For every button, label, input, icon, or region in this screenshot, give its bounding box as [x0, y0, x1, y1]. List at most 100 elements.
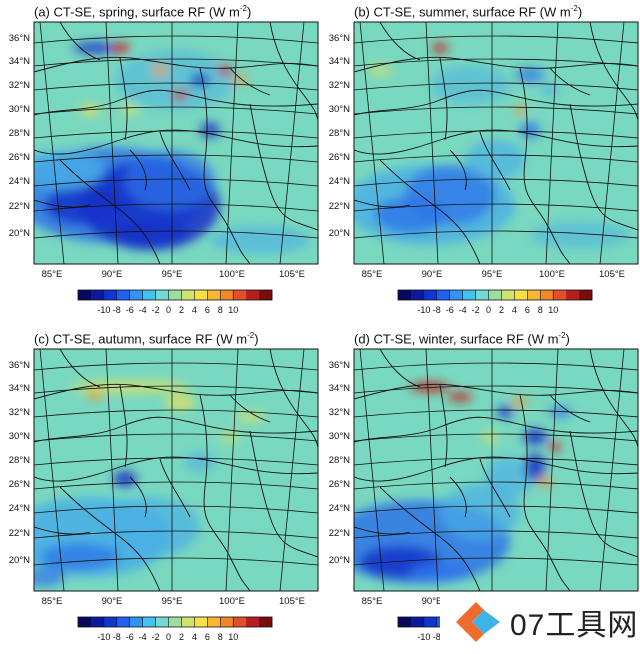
- longitude-label: 95°E: [162, 596, 183, 607]
- rf-anomaly: [217, 65, 233, 75]
- rf-anomaly: [540, 84, 560, 96]
- border-line: [59, 349, 101, 388]
- longitude-line: [39, 22, 65, 264]
- graticule: [354, 349, 638, 591]
- longitude-label: 100°E: [219, 596, 245, 607]
- border-line: [199, 394, 251, 591]
- border-line: [354, 129, 638, 155]
- latitude-label: 26°N: [329, 479, 350, 490]
- rf-anomaly: [525, 453, 545, 481]
- colorbar-swatch: [90, 617, 105, 627]
- border-line: [479, 458, 511, 518]
- longitude-line: [225, 349, 239, 591]
- colorbar-tick-label: -8: [433, 305, 441, 315]
- longitude-line: [599, 349, 625, 591]
- rf-anomaly: [122, 105, 138, 115]
- border-line: [519, 394, 571, 591]
- colorbar-tick-label: 4: [192, 632, 197, 642]
- colorbar-tick-label: 6: [205, 632, 210, 642]
- colorbar-tick-label: -2: [152, 305, 160, 315]
- colorbar-frame: [77, 616, 273, 628]
- colorbar-tick-label: -6: [446, 305, 454, 315]
- latitude-label: 22°N: [329, 201, 350, 212]
- colorbar-tick-label: 10: [228, 632, 238, 642]
- latitude-label: 20°N: [329, 555, 350, 566]
- latitude-line: [34, 481, 318, 490]
- colorbar-tick-label: 2: [499, 305, 504, 315]
- colorbar-tick-label: 2: [179, 632, 184, 642]
- latitude-line: [34, 35, 318, 44]
- rf-field: [354, 382, 572, 584]
- longitude-line: [359, 22, 385, 264]
- rf-field: [34, 381, 265, 587]
- longitude-line: [279, 349, 305, 591]
- border-line: [549, 67, 591, 96]
- border-line: [34, 416, 318, 443]
- rf-anomaly: [523, 429, 547, 445]
- border-line: [34, 129, 318, 155]
- latitude-line: [354, 505, 638, 514]
- panel-c: (c) CT-SE, autumn, surface RF (W m-2) 36…: [0, 327, 320, 654]
- rf-anomaly: [113, 471, 137, 487]
- latitude-line: [354, 481, 638, 490]
- colorbar-tick-label: 8: [218, 632, 223, 642]
- country-borders: [34, 22, 318, 264]
- latitude-line: [354, 82, 638, 91]
- border-line: [119, 57, 128, 141]
- border-line: [449, 149, 467, 191]
- longitude-label: 100°E: [219, 269, 245, 280]
- latitude-line: [354, 130, 638, 139]
- latitude-label: 34°N: [329, 383, 350, 394]
- border-line: [59, 22, 101, 61]
- latitude-line: [354, 457, 638, 466]
- latitude-label: 28°N: [9, 455, 30, 466]
- latitude-label: 26°N: [9, 152, 30, 163]
- map-spring: 36°N 34°N 32°N 30°N 28°N 26°N 24°N 22°N 20°N 85°E…: [9, 21, 319, 315]
- colorbar-tick-label: -10: [97, 632, 110, 642]
- rf-anomaly: [110, 220, 190, 250]
- latitude-label: 32°N: [9, 407, 30, 418]
- border-line: [549, 394, 591, 423]
- colorbar-swatch: [207, 290, 221, 300]
- border-line: [449, 476, 467, 518]
- latitude-label: 34°N: [9, 383, 30, 394]
- map-summer: 36°N 34°N 32°N 30°N 28°N 26°N 24°N 22°N 20°N 85°E…: [329, 21, 639, 315]
- colorbar-tick-label: -4: [139, 305, 147, 315]
- colorbar-tick-label: 0: [486, 305, 491, 315]
- colorbar-tick-label: -2: [472, 305, 480, 315]
- colorbar-tick-label: -8: [113, 632, 121, 642]
- rf-anomaly: [375, 197, 445, 233]
- map-frame: [33, 348, 319, 592]
- latitude-line: [354, 433, 638, 442]
- latitude-line: [34, 230, 318, 239]
- watermark-text: 07工具网: [510, 609, 639, 642]
- border-line: [34, 89, 318, 116]
- border-line: [569, 430, 638, 558]
- colorbar-swatch: [90, 290, 105, 300]
- colorbar-tick-label: 6: [525, 305, 530, 315]
- rf-anomaly: [218, 431, 242, 443]
- latitude-label: 36°N: [9, 360, 30, 371]
- colorbar-swatch: [514, 290, 528, 300]
- rf-anomaly: [152, 64, 168, 76]
- latitude-line: [34, 154, 318, 163]
- rf-anomaly: [465, 140, 525, 180]
- longitude-line: [599, 22, 625, 264]
- watermark: 07工具网: [440, 592, 640, 654]
- longitude-label: 95°E: [482, 269, 503, 280]
- colorbar-tick-label: -10: [97, 305, 110, 315]
- rf-anomaly: [410, 562, 470, 582]
- colorbar-swatch: [129, 290, 143, 300]
- latitude-label: 24°N: [329, 503, 350, 514]
- colorbar-swatch: [423, 617, 438, 627]
- latitude-label: 34°N: [9, 56, 30, 67]
- rf-anomaly: [368, 64, 392, 76]
- latitude-line: [34, 203, 318, 212]
- latitude-label: 30°N: [329, 104, 350, 115]
- rf-anomaly: [165, 394, 195, 410]
- border-line: [379, 486, 481, 591]
- latitude-label: 30°N: [9, 431, 30, 442]
- latitude-label: 22°N: [9, 528, 30, 539]
